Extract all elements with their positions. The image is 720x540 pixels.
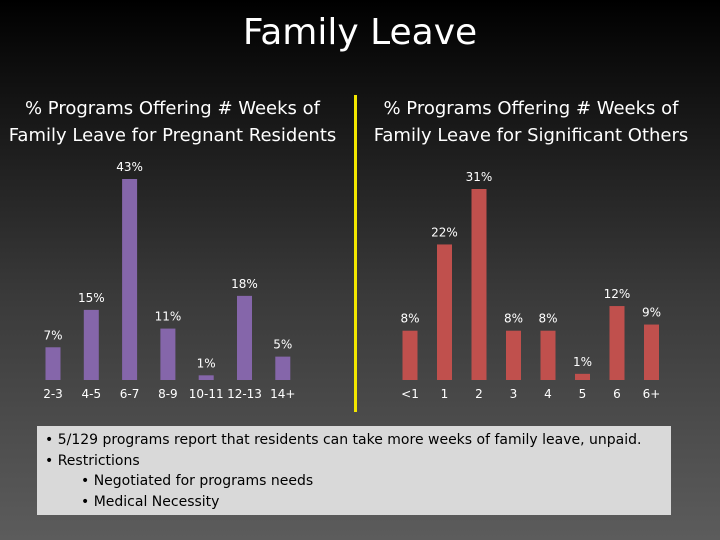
right-bar-2 bbox=[471, 189, 487, 380]
right-bar-3 bbox=[506, 330, 521, 380]
right-tick-label-2: 2 bbox=[475, 387, 483, 401]
right-tick-label-3: 3 bbox=[510, 387, 518, 401]
right-data-label-4: 8% bbox=[538, 312, 557, 326]
right-bar-0 bbox=[402, 330, 418, 380]
left-bar-0 bbox=[45, 347, 61, 380]
right-tick-label-4: 4 bbox=[544, 387, 552, 401]
left-tick-label-1: 4-5 bbox=[81, 387, 101, 401]
slide-title: Family Leave bbox=[242, 12, 478, 53]
left-data-label-2: 43% bbox=[116, 160, 143, 174]
left-tick-label-3: 8-9 bbox=[158, 387, 178, 401]
right-tick-label-7: 6+ bbox=[643, 387, 661, 401]
right-bar-6 bbox=[609, 306, 625, 380]
left-chart-title-line-2: Family Leave for Pregnant Residents bbox=[8, 125, 337, 146]
left-tick-label-6: 14+ bbox=[270, 387, 295, 401]
note-unpaid: • 5/129 programs report that residents c… bbox=[45, 432, 642, 448]
left-bar-5 bbox=[237, 295, 252, 380]
left-tick-label-4: 10-11 bbox=[189, 387, 224, 401]
left-bar-4 bbox=[198, 375, 214, 380]
right-bar-1 bbox=[437, 244, 452, 380]
right-data-label-0: 8% bbox=[400, 312, 419, 326]
right-bar-7 bbox=[644, 324, 659, 380]
right-chart-title-line-2: Family Leave for Significant Others bbox=[373, 125, 689, 146]
note-restrictions: • Restrictions bbox=[45, 452, 140, 469]
right-tick-label-0: <1 bbox=[401, 387, 419, 401]
right-chart-title: % Programs Offering # Weeks of Family Le… bbox=[362, 95, 700, 149]
left-tick-label-5: 12-13 bbox=[227, 387, 262, 401]
right-data-label-2: 31% bbox=[466, 170, 493, 184]
right-data-label-5: 1% bbox=[573, 355, 592, 369]
chart-divider bbox=[354, 95, 357, 412]
left-bar-2 bbox=[122, 179, 138, 380]
left-data-label-0: 7% bbox=[43, 328, 62, 342]
left-tick-label-2: 6-7 bbox=[120, 387, 140, 401]
left-bar-6 bbox=[275, 356, 291, 380]
left-chart-title-line-1: % Programs Offering # Weeks of bbox=[24, 98, 321, 119]
left-data-label-5: 18% bbox=[231, 277, 258, 291]
left-tick-label-0: 2-3 bbox=[43, 387, 63, 401]
right-tick-label-5: 5 bbox=[579, 387, 587, 401]
right-bar-5 bbox=[575, 373, 590, 380]
left-bar-1 bbox=[83, 309, 99, 380]
note-medical: • Medical Necessity bbox=[81, 493, 220, 510]
right-tick-label-1: 1 bbox=[441, 387, 449, 401]
right-data-label-6: 12% bbox=[604, 287, 631, 301]
right-data-label-1: 22% bbox=[431, 225, 458, 239]
left-data-label-4: 1% bbox=[197, 356, 216, 370]
left-data-label-1: 15% bbox=[78, 291, 105, 305]
right-bar-4 bbox=[540, 330, 556, 380]
left-bar-3 bbox=[160, 328, 176, 380]
left-data-label-6: 5% bbox=[273, 338, 292, 352]
right-data-label-7: 9% bbox=[642, 306, 661, 320]
right-tick-label-6: 6 bbox=[613, 387, 621, 401]
note-negotiated: • Negotiated for programs needs bbox=[81, 473, 314, 489]
right-chart-title-line-1: % Programs Offering # Weeks of bbox=[383, 98, 679, 119]
notes-box: • 5/129 programs report that residents c… bbox=[37, 426, 671, 515]
right-data-label-3: 8% bbox=[504, 312, 523, 326]
left-chart-title: % Programs Offering # Weeks of Family Le… bbox=[0, 95, 345, 149]
left-data-label-3: 11% bbox=[155, 310, 182, 324]
